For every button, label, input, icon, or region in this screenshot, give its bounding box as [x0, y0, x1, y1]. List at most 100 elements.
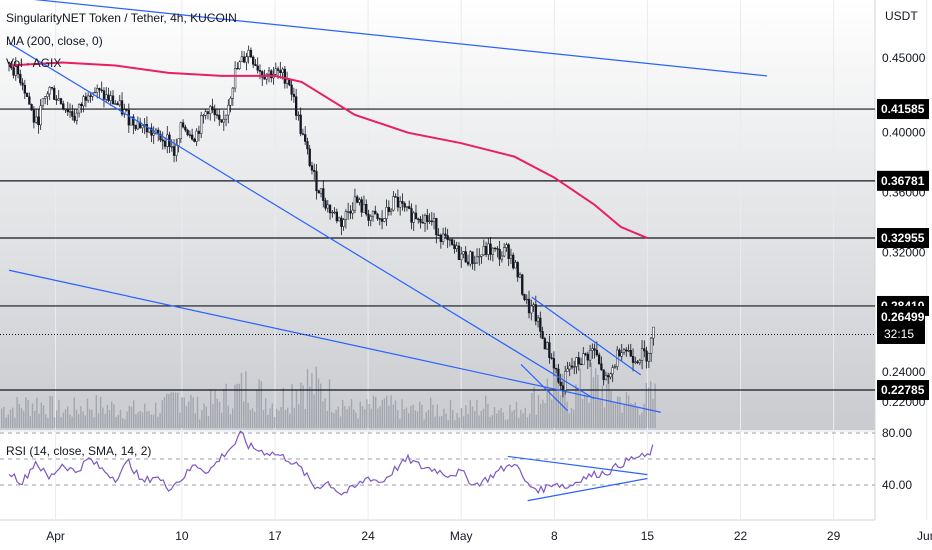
candle-body — [118, 100, 121, 106]
volume-bar — [122, 418, 124, 428]
volume-bar — [485, 395, 487, 428]
candle-body — [93, 91, 97, 94]
candle-body — [44, 96, 47, 99]
volume-bar — [269, 408, 271, 428]
volume-bar — [544, 403, 546, 428]
candle-body — [525, 298, 528, 301]
volume-bar — [199, 419, 201, 428]
volume-bar — [100, 396, 102, 428]
candle-body — [32, 109, 36, 123]
candle-body — [435, 217, 438, 236]
candle-body — [206, 111, 210, 114]
volume-bar — [652, 398, 654, 428]
volume-bar — [542, 399, 544, 428]
candle-body — [227, 104, 230, 116]
volume-bar — [284, 410, 287, 428]
volume-bar — [405, 407, 408, 428]
rsi-legend: RSI (14, close, SMA, 14, 2) — [6, 444, 151, 458]
volume-bar — [634, 402, 636, 428]
time-tick-label: Apr — [46, 529, 65, 543]
volume-bar — [25, 397, 27, 428]
candle-body — [12, 67, 15, 76]
volume-bar — [69, 414, 71, 428]
candle-body — [245, 56, 248, 63]
volume-bar — [469, 400, 471, 428]
volume-bar — [434, 416, 436, 428]
volume-bar — [311, 373, 313, 428]
volume-bar — [386, 395, 388, 428]
candle-body — [360, 199, 363, 213]
currency-label: USDT — [885, 9, 918, 23]
volume-bar — [421, 404, 423, 428]
candle-body — [559, 381, 562, 386]
volume-bar — [36, 397, 38, 428]
candle-body — [120, 100, 124, 115]
candle-body — [496, 248, 499, 250]
candle-body — [105, 94, 108, 100]
volume-bar — [328, 379, 331, 428]
volume-bar — [445, 413, 447, 428]
candle-body — [516, 262, 519, 278]
rsi-trendline — [507, 455, 648, 476]
volume-bar — [641, 412, 643, 428]
trendline — [33, 0, 768, 77]
volume-bar — [537, 394, 540, 428]
volume-bar — [414, 410, 416, 428]
candle-body — [224, 114, 228, 120]
volume-bar — [20, 408, 23, 428]
candle-body — [315, 171, 318, 192]
candle-body — [466, 261, 470, 265]
candle-body — [102, 90, 106, 100]
volume-bar — [113, 404, 115, 428]
volume-bar — [117, 414, 119, 428]
candle-body — [82, 96, 85, 107]
volume-bar — [317, 378, 320, 428]
candle-body — [444, 233, 447, 236]
candle-body — [138, 121, 142, 129]
volume-bar — [181, 397, 183, 428]
level-tag-label: 0.32955 — [881, 231, 925, 245]
volume-bar — [38, 413, 40, 428]
candle-body — [627, 350, 630, 352]
candle-body — [439, 234, 443, 243]
rsi-trendlines — [507, 455, 648, 502]
volume-bar — [251, 408, 254, 428]
volume-bar — [513, 409, 515, 428]
volume-bar — [89, 409, 91, 428]
volume-bar — [586, 395, 588, 428]
volume-bar — [3, 406, 5, 428]
candle-body — [150, 127, 153, 136]
volume-bar — [45, 414, 47, 428]
candle-body — [34, 116, 38, 123]
volume-bar — [511, 411, 513, 428]
volume-bar — [493, 407, 496, 428]
candle-body — [125, 109, 128, 111]
candle-body — [322, 188, 325, 201]
volume-bar — [42, 405, 45, 428]
volume-bar — [390, 395, 392, 428]
volume-bar — [80, 406, 82, 428]
candle-body — [184, 126, 187, 131]
candle-body — [356, 196, 359, 203]
candle-body — [593, 348, 596, 351]
volume-bar — [141, 412, 144, 428]
candle-body — [57, 98, 60, 101]
candle-body — [618, 349, 621, 357]
candle-body — [111, 95, 115, 105]
candle-body — [600, 363, 603, 371]
candle-body — [134, 124, 137, 130]
candle-body — [331, 211, 334, 214]
volume-bar — [628, 395, 630, 428]
candle-body — [586, 353, 589, 361]
volume-bar — [614, 403, 617, 428]
candle-body — [432, 217, 436, 223]
chart-title: SingularityNET Token / Tether, 4h, KUCOI… — [6, 11, 237, 25]
volume-bar — [150, 414, 152, 428]
volume-bar — [53, 417, 56, 428]
candle-body — [123, 109, 126, 115]
candle-body — [532, 304, 535, 307]
candle-body — [448, 239, 452, 241]
level-tag-box — [877, 170, 929, 191]
candle-body — [84, 96, 88, 101]
